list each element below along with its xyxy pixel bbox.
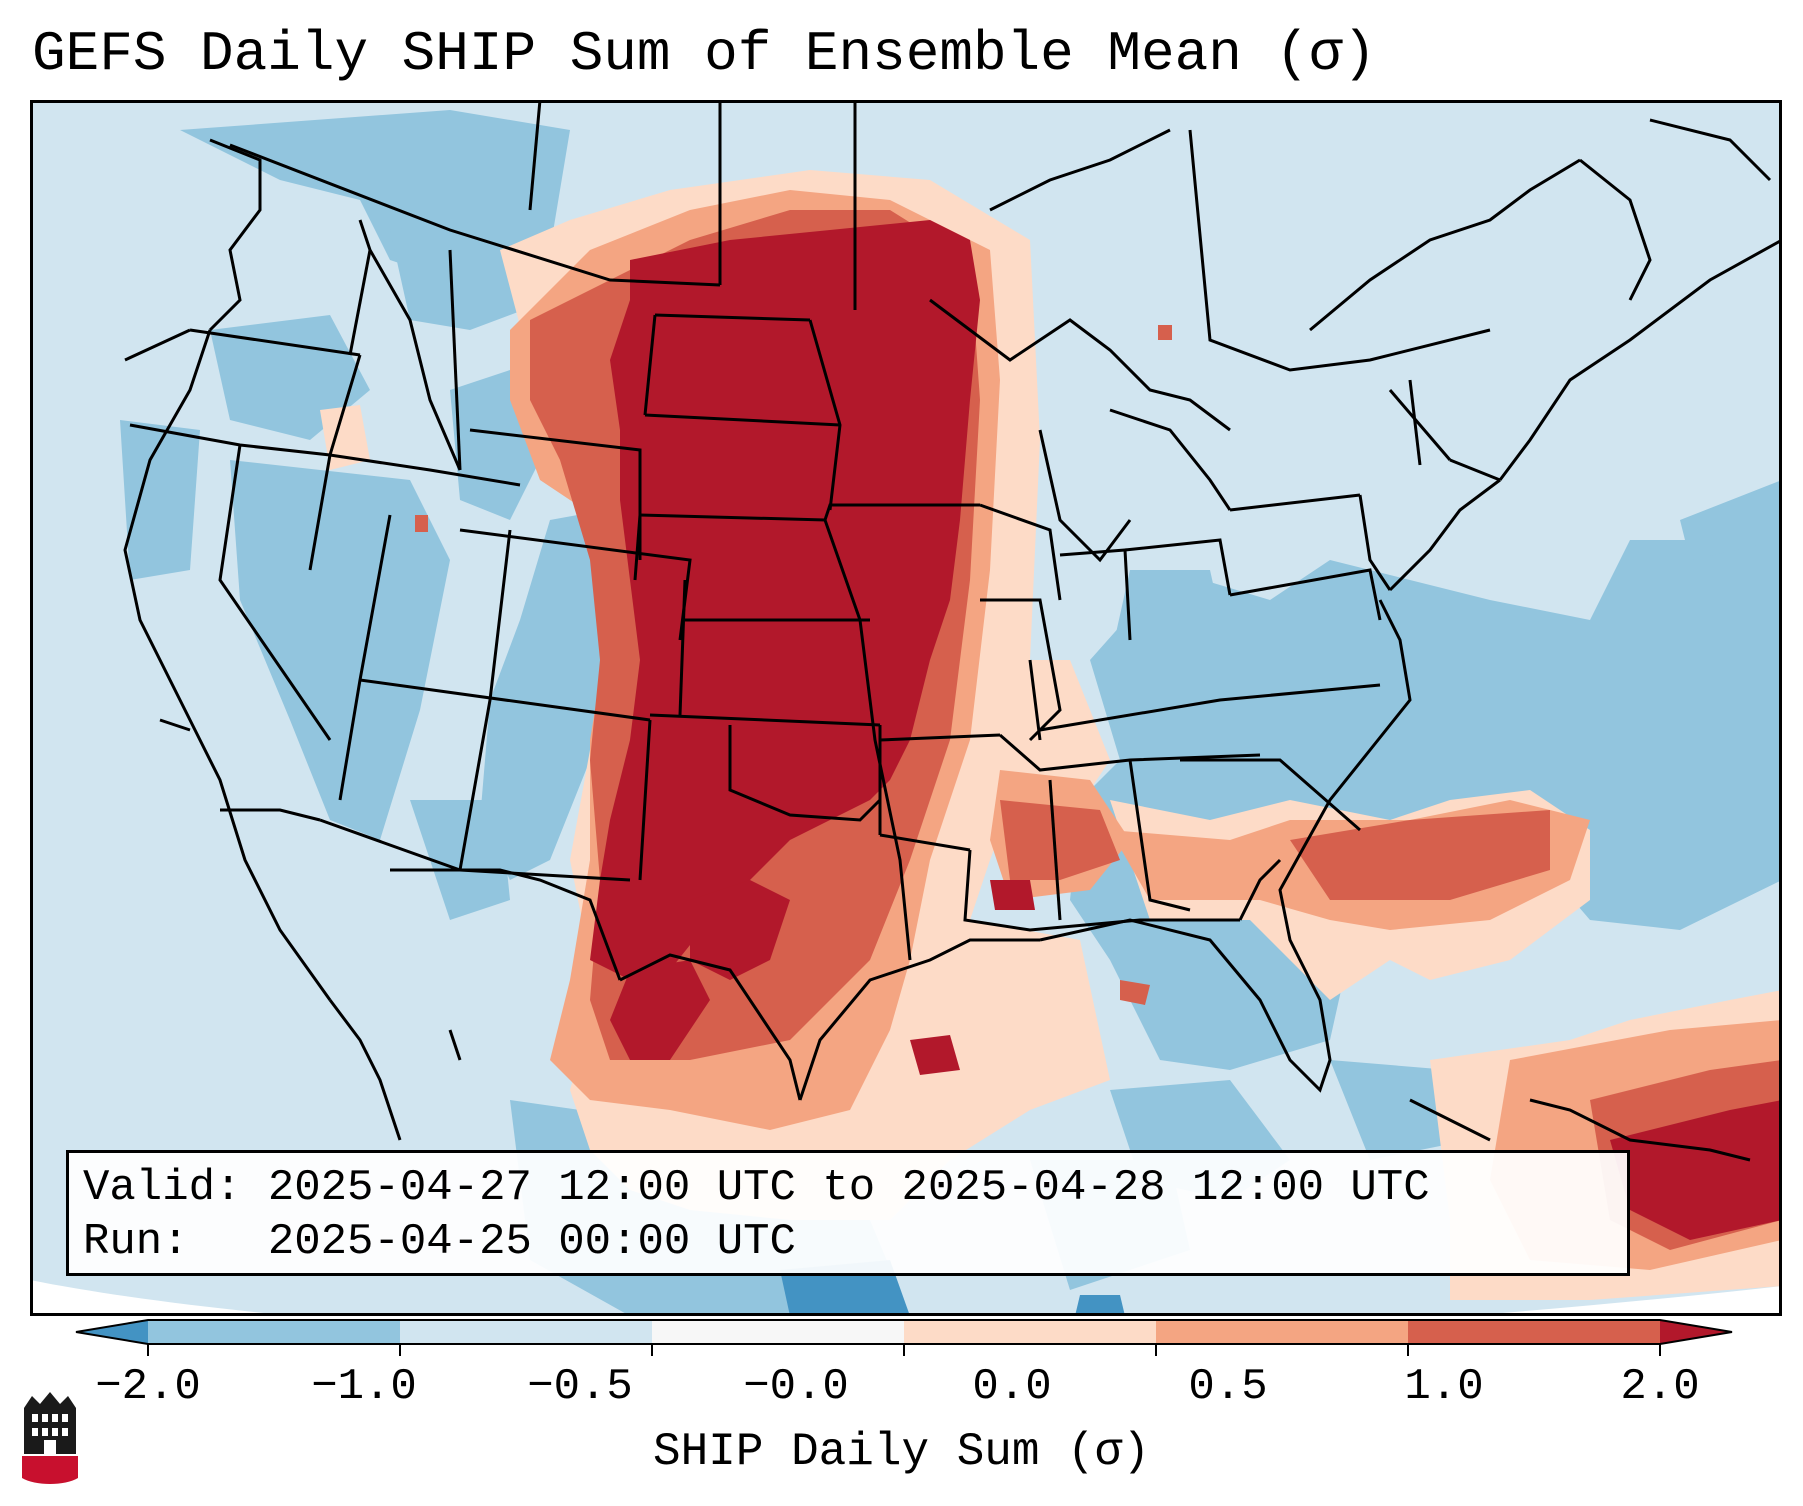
- colorbar-segment: [400, 1320, 653, 1344]
- field-plus-2: [590, 220, 1782, 1240]
- colorbar-tick-label: −2.0: [95, 1362, 201, 1412]
- colorbar-tick-label: 1.0: [1404, 1362, 1484, 1412]
- colorbar-tick-label: −0.5: [527, 1362, 633, 1412]
- colorbar-label: SHIP Daily Sum (σ): [653, 1426, 1150, 1478]
- colorbar-tick-label: 0.0: [972, 1362, 1052, 1412]
- ship-map: [30, 100, 1782, 1316]
- colorbar-segment: [1156, 1320, 1409, 1344]
- colorbar-segment: [1408, 1320, 1661, 1344]
- map-panel: [30, 100, 1782, 1316]
- niu-logo-icon: [22, 1392, 78, 1484]
- colorbar-tick-label: 2.0: [1620, 1362, 1700, 1412]
- colorbar-tick-label: −1.0: [311, 1362, 417, 1412]
- page-title: GEFS Daily SHIP Sum of Ensemble Mean (σ): [32, 22, 1377, 86]
- run-time-line: Run: 2025-04-25 00:00 UTC: [83, 1217, 796, 1267]
- colorbar-extend-high: [1660, 1320, 1732, 1344]
- colorbar-tick-label: −0.0: [743, 1362, 849, 1412]
- map-border: [30, 100, 1782, 1316]
- valid-time-line: Valid: 2025-04-27 12:00 UTC to 2025-04-2…: [83, 1163, 1430, 1213]
- colorbar-segment: [652, 1320, 905, 1344]
- colorbar-segment: [904, 1320, 1157, 1344]
- political-boundaries: [123, 100, 1782, 1162]
- colorbar-extend-low: [76, 1320, 148, 1344]
- info-box: Valid: 2025-04-27 12:00 UTC to 2025-04-2…: [66, 1150, 1630, 1276]
- colorbar: [75, 1319, 1733, 1356]
- colorbar-tick-label: 0.5: [1188, 1362, 1268, 1412]
- colorbar-segment: [148, 1320, 401, 1344]
